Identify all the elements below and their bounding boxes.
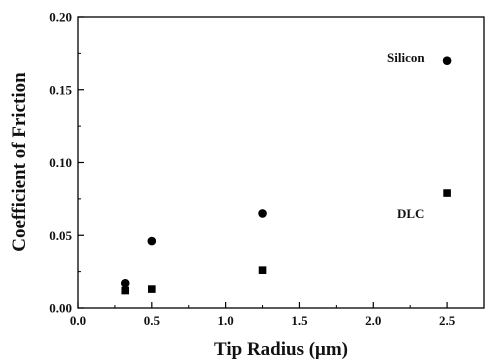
y-tick-label: 0.05 xyxy=(49,228,72,243)
y-axis-title: Coefficient of Friction xyxy=(9,72,30,252)
series-label-dlc: DLC xyxy=(397,206,424,221)
x-tick-label: 0.0 xyxy=(70,313,86,328)
y-tick-label: 0.00 xyxy=(49,301,72,316)
x-tick-label: 2.5 xyxy=(439,313,456,328)
x-tick-label: 0.5 xyxy=(144,313,161,328)
y-axis-ticks: 0.00 0.05 0.10 0.15 0.20 xyxy=(49,10,84,316)
x-tick-label: 2.0 xyxy=(365,313,381,328)
x-axis-ticks: 0.0 0.5 1.0 1.5 2.0 2.5 xyxy=(70,302,456,328)
series-label-silicon: Silicon xyxy=(387,50,425,65)
y-tick-label: 0.20 xyxy=(49,10,72,25)
data-point-dlc xyxy=(148,285,156,293)
y-tick-label: 0.10 xyxy=(49,155,72,170)
data-point-silicon xyxy=(442,56,452,65)
data-point-dlc xyxy=(258,266,267,274)
x-axis-title: Tip Radius (μm) xyxy=(214,339,348,360)
x-tick-label: 1.0 xyxy=(218,313,234,328)
data-point-dlc xyxy=(443,189,451,197)
y-tick-label: 0.15 xyxy=(49,82,72,97)
data-point-silicon xyxy=(147,236,157,246)
data-point-silicon xyxy=(258,209,267,218)
data-points xyxy=(120,56,452,295)
data-point-dlc xyxy=(121,286,130,295)
data-point-silicon xyxy=(120,278,130,288)
x-tick-label: 1.5 xyxy=(291,313,308,328)
